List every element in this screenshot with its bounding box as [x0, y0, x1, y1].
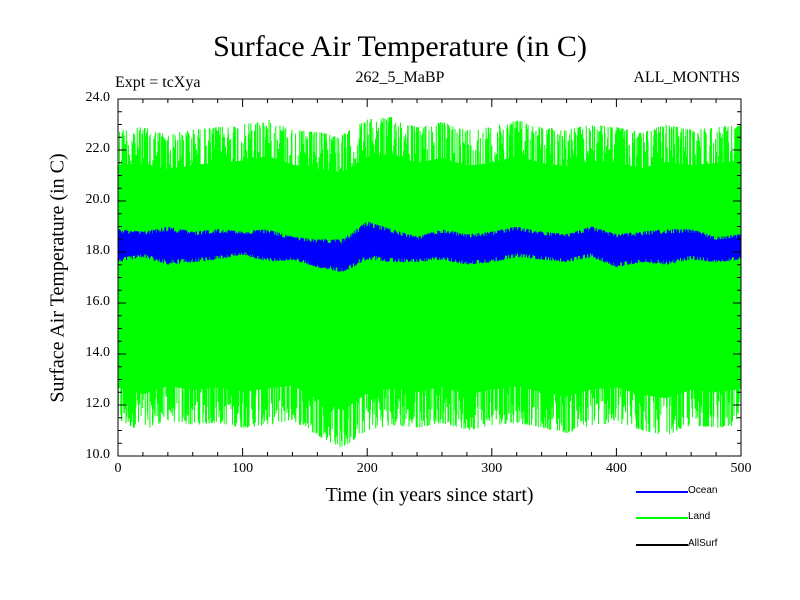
x-tick-label: 0 — [114, 461, 122, 476]
y-tick-label: 18.0 — [85, 243, 111, 258]
y-axis-label: Surface Air Temperature (in C) — [46, 153, 69, 403]
period-label: 262_5_MaBP — [355, 69, 445, 86]
x-tick-label: 500 — [730, 461, 752, 476]
legend-label-ocean: Ocean — [688, 485, 718, 496]
x-tick-label: 300 — [481, 461, 503, 476]
y-tick-label: 14.0 — [85, 345, 111, 360]
y-tick-label: 16.0 — [85, 294, 111, 309]
x-tick-label: 200 — [356, 461, 378, 476]
series-ocean — [118, 222, 741, 272]
x-tick-label: 400 — [605, 461, 627, 476]
y-tick-label: 22.0 — [85, 141, 111, 156]
legend-label-allsurf: AllSurf — [688, 538, 718, 549]
series-land-line — [118, 117, 741, 448]
x-tick-label: 100 — [232, 461, 254, 476]
series-land — [118, 117, 741, 448]
y-tick-label: 20.0 — [85, 192, 111, 207]
plot-series-group — [118, 117, 741, 448]
y-tick-label: 24.0 — [85, 90, 111, 105]
legend-swatch-land — [636, 517, 688, 519]
experiment-label: Expt = tcXya — [115, 74, 201, 91]
legend-label-land: Land — [688, 511, 711, 522]
legend-swatch-ocean — [636, 491, 688, 493]
legend-swatch-allsurf — [636, 544, 688, 546]
months-label: ALL_MONTHS — [633, 69, 740, 86]
y-tick-label: 10.0 — [85, 447, 111, 462]
series-ocean-line — [118, 222, 741, 272]
x-axis-label: Time (in years since start) — [325, 484, 534, 506]
chart-title: Surface Air Temperature (in C) — [213, 30, 587, 63]
y-tick-label: 12.0 — [85, 396, 111, 411]
